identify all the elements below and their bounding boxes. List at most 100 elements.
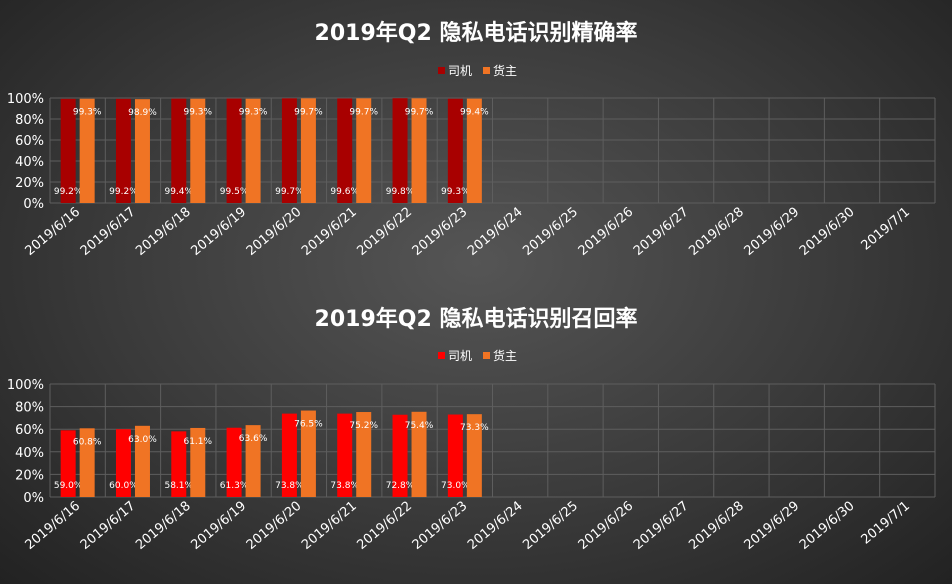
x-tick-label: 2019/6/20	[244, 205, 305, 259]
y-tick-label: 40%	[15, 446, 44, 461]
chart-title: 2019年Q2 隐私电话识别精确率	[315, 20, 638, 46]
bar-driver	[115, 429, 131, 497]
data-label: 99.7%	[275, 187, 304, 197]
data-label: 61.3%	[220, 481, 249, 491]
bar-driver	[226, 98, 242, 203]
data-label: 99.3%	[239, 108, 268, 118]
data-label: 61.1%	[183, 437, 212, 447]
legend-label: 货主	[493, 63, 517, 78]
y-tick-label: 60%	[15, 134, 44, 149]
data-label: 99.8%	[386, 187, 415, 197]
data-label: 99.7%	[294, 107, 323, 117]
data-label: 99.2%	[54, 187, 83, 197]
data-label: 75.2%	[349, 421, 378, 431]
bar-driver	[115, 98, 131, 203]
bar-driver	[337, 413, 353, 497]
bar-driver	[60, 430, 76, 497]
bar-driver	[226, 427, 242, 497]
y-tick-label: 0%	[23, 197, 44, 212]
y-tick-label: 60%	[15, 423, 44, 438]
x-tick-label: 2019/6/16	[23, 205, 84, 259]
x-tick-label: 2019/6/24	[465, 205, 526, 259]
x-tick-label: 2019/6/22	[354, 499, 415, 553]
x-tick-label: 2019/6/17	[78, 205, 139, 259]
x-tick-label: 2019/6/21	[299, 205, 360, 259]
bar-driver	[60, 98, 76, 203]
x-tick-label: 2019/6/24	[465, 499, 526, 553]
x-tick-label: 2019/6/20	[244, 499, 305, 553]
bar-driver	[447, 414, 463, 497]
x-tick-label: 2019/6/21	[299, 499, 360, 553]
bar-shipper	[79, 428, 95, 497]
legend-swatch	[438, 67, 445, 74]
bar-shipper	[300, 98, 316, 203]
data-label: 73.3%	[460, 423, 489, 433]
data-label: 73.0%	[441, 481, 470, 491]
y-tick-label: 80%	[15, 401, 44, 416]
bar-shipper	[245, 98, 261, 203]
x-tick-label: 2019/6/23	[410, 499, 471, 553]
bar-shipper	[300, 410, 316, 497]
x-tick-label: 2019/6/18	[133, 499, 194, 553]
x-tick-label: 2019/6/29	[742, 499, 803, 553]
data-label: 99.2%	[109, 187, 138, 197]
data-label: 60.8%	[73, 437, 102, 447]
bar-shipper	[466, 414, 482, 497]
data-label: 63.6%	[239, 434, 268, 444]
y-tick-label: 40%	[15, 155, 44, 170]
data-label: 73.8%	[330, 481, 359, 491]
x-tick-label: 2019/6/30	[797, 205, 858, 259]
x-tick-label: 2019/6/26	[576, 499, 637, 553]
data-label: 98.9%	[128, 108, 157, 118]
data-label: 75.4%	[405, 421, 434, 431]
y-tick-label: 100%	[7, 378, 44, 393]
data-label: 99.7%	[349, 107, 378, 117]
bar-driver	[337, 98, 353, 203]
x-tick-label: 2019/6/28	[686, 205, 747, 259]
data-label: 99.3%	[441, 187, 470, 197]
legend-swatch	[483, 67, 490, 74]
data-label: 99.4%	[164, 187, 193, 197]
chart-title: 2019年Q2 隐私电话识别召回率	[315, 306, 638, 332]
data-label: 59.0%	[54, 481, 83, 491]
data-label: 99.3%	[73, 108, 102, 118]
y-tick-label: 0%	[23, 491, 44, 506]
data-label: 99.5%	[220, 187, 249, 197]
y-tick-label: 20%	[15, 176, 44, 191]
x-tick-label: 2019/6/26	[576, 205, 637, 259]
x-tick-label: 2019/6/19	[188, 205, 249, 259]
data-label: 76.5%	[294, 420, 323, 430]
bar-driver	[392, 414, 408, 497]
x-tick-label: 2019/6/28	[686, 499, 747, 553]
y-tick-label: 20%	[15, 468, 44, 483]
data-label: 99.6%	[330, 187, 359, 197]
x-tick-label: 2019/7/1	[859, 205, 913, 254]
bar-driver	[171, 431, 187, 497]
bar-shipper	[411, 98, 427, 203]
x-tick-label: 2019/6/30	[797, 499, 858, 553]
legend-label: 司机	[448, 349, 472, 363]
data-label: 99.3%	[183, 108, 212, 118]
bar-driver	[392, 98, 408, 203]
data-label: 63.0%	[128, 435, 157, 445]
data-label: 73.8%	[275, 481, 304, 491]
bar-shipper	[411, 411, 427, 497]
legend-swatch	[438, 352, 445, 359]
x-tick-label: 2019/6/19	[188, 499, 249, 553]
data-label: 72.8%	[386, 481, 415, 491]
bar-shipper	[356, 412, 372, 497]
bar-driver	[447, 98, 463, 203]
data-label: 58.1%	[164, 481, 193, 491]
data-label: 99.4%	[460, 108, 489, 118]
x-tick-label: 2019/6/18	[133, 205, 194, 259]
bar-driver	[281, 413, 297, 497]
data-label: 99.7%	[405, 107, 434, 117]
legend-label: 司机	[448, 64, 472, 78]
data-label: 60.0%	[109, 481, 138, 491]
legend-label: 货主	[493, 348, 517, 363]
x-tick-label: 2019/6/25	[520, 205, 581, 259]
bar-shipper	[245, 425, 261, 497]
x-tick-label: 2019/6/23	[410, 205, 471, 259]
x-tick-label: 2019/6/17	[78, 499, 139, 553]
